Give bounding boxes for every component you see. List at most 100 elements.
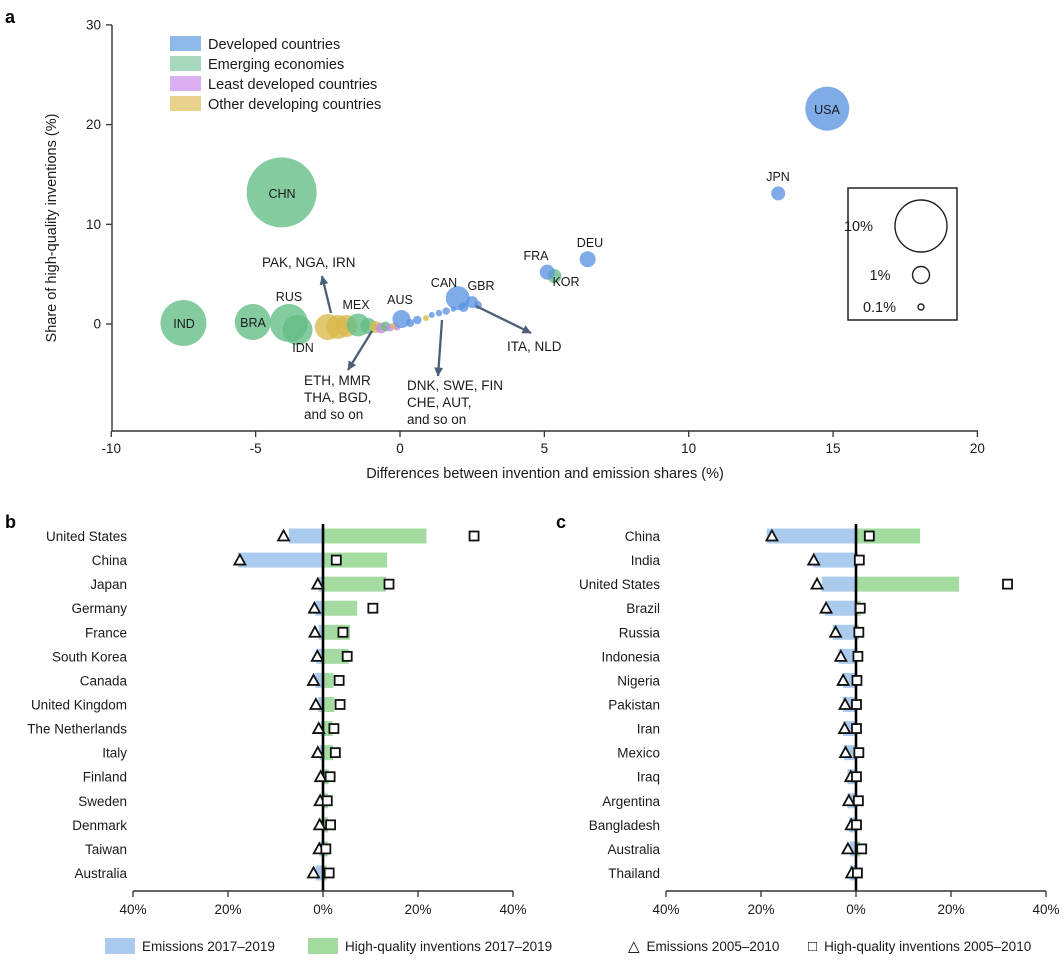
marker-inventions-0510 <box>341 650 353 662</box>
marker-inventions-0510 <box>851 699 862 710</box>
marker-emissions-0510 <box>306 673 321 686</box>
marker-emissions-0510 <box>310 576 325 590</box>
annotation-text-2: DNK, SWE, FIN <box>407 378 503 393</box>
marker-emissions-0510 <box>828 624 843 638</box>
marker-inventions-0510 <box>852 867 863 879</box>
annotation-text-1: THA, BGD, <box>304 390 372 405</box>
annotation-text-0: PAK, NGA, IRN <box>262 255 356 270</box>
size-legend-box <box>847 187 958 321</box>
marker-emissions-0510 <box>806 552 821 566</box>
annotation-arrow-1 <box>347 330 373 371</box>
annotation-arrow-3 <box>475 304 532 335</box>
row-label-the-netherlands: The Netherlands <box>27 722 127 737</box>
x-tick-label: 0 <box>396 441 404 456</box>
row-label-sweden: Sweden <box>78 794 127 809</box>
x-tick-label: 20% <box>404 902 431 917</box>
y-tick-label: 20 <box>86 117 101 132</box>
panel-c-label: c <box>556 512 567 532</box>
bottom-legend: Emissions 2017–2019 High-quality inventio… <box>0 934 1063 960</box>
marker-emissions-0510 <box>308 697 323 710</box>
annotation-text-3: ITA, NLD <box>507 339 562 354</box>
row-label-china: China <box>625 529 661 544</box>
x-tick-label: 40% <box>1032 902 1059 917</box>
marker-emissions-0510 <box>836 673 851 686</box>
row-label-united-states: United States <box>579 577 660 592</box>
row-label-france: France <box>85 625 127 640</box>
row-label-nigeria: Nigeria <box>617 673 660 688</box>
row-label-united-kingdom: United Kingdom <box>31 697 127 712</box>
bottom-legend-item-3: □ High-quality inventions 2005–2010 <box>808 934 1031 958</box>
bar-emissions <box>237 552 323 568</box>
marker-emissions-0510 <box>311 721 326 734</box>
legend-label-eme: Emerging economies <box>208 57 344 73</box>
bar-emissions <box>844 745 856 761</box>
marker-emissions-0510 <box>306 865 321 879</box>
bubble-label-IDN: IDN <box>292 341 314 355</box>
bubble-dot <box>413 315 422 325</box>
x-tick-label: 40% <box>499 902 526 917</box>
x-tick-label: 20 <box>970 441 985 456</box>
triangle-marker-icon: △ <box>628 937 640 955</box>
marker-emissions-0510 <box>838 697 853 710</box>
bubble-dot <box>442 307 450 315</box>
marker-inventions-0510 <box>321 795 333 807</box>
bar-inventions <box>323 696 335 712</box>
marker-inventions-0510 <box>320 843 332 855</box>
x-tick-label: 40% <box>652 902 679 917</box>
row-label-iran: Iran <box>637 722 660 737</box>
row-label-thailand: Thailand <box>608 866 660 881</box>
bar-emissions <box>825 600 856 616</box>
row-label-finland: Finland <box>83 770 127 785</box>
marker-inventions-0510 <box>852 650 864 662</box>
legend-label-ldc: Least developed countries <box>208 77 377 93</box>
panel-b-label: b <box>5 512 16 532</box>
row-label-south-korea: South Korea <box>52 649 128 664</box>
bubble-label-JPN: JPN <box>766 170 790 184</box>
marker-emissions-0510 <box>307 600 322 614</box>
bar-inventions <box>323 745 333 761</box>
size-legend-label-1%: 1% <box>870 268 891 284</box>
size-legend-label-10%: 10% <box>844 219 873 235</box>
marker-emissions-0510 <box>841 793 856 807</box>
bubble-IDN <box>282 314 313 345</box>
marker-inventions-0510 <box>851 675 863 686</box>
y-tick-label: 0 <box>93 317 101 332</box>
bottom-legend-item-2: △ Emissions 2005–2010 <box>628 934 779 958</box>
bottom-legend-label: Emissions 2017–2019 <box>142 938 275 954</box>
bar-inventions <box>323 721 333 737</box>
x-tick-label: 20% <box>937 902 964 917</box>
size-legend-circle-0.1% <box>917 303 925 311</box>
bubble-dot <box>422 315 429 322</box>
bubble-dot <box>435 309 443 317</box>
row-label-brazil: Brazil <box>626 601 660 616</box>
bubble-CHN <box>246 157 317 228</box>
inventions-swatch-icon <box>308 938 338 954</box>
bar-emissions <box>766 528 856 544</box>
marker-emissions-0510 <box>764 528 779 542</box>
annotation-arrow-2 <box>434 319 444 377</box>
bottom-legend-label: High-quality inventions 2017–2019 <box>345 938 553 954</box>
bar-emissions <box>315 865 323 881</box>
marker-inventions-0510 <box>325 819 337 831</box>
emissions-swatch-icon <box>105 938 135 954</box>
legend-swatch-eme <box>170 56 201 71</box>
row-label-germany: Germany <box>71 601 127 616</box>
bar-emissions <box>849 841 856 857</box>
legend-swatch-dev <box>170 36 201 51</box>
size-legend-circle-1% <box>911 265 931 285</box>
row-label-india: India <box>631 553 661 568</box>
marker-inventions-0510 <box>851 819 862 831</box>
row-label-united-states: United States <box>46 529 127 544</box>
panel-a-ylabel: Share of high-quality inventions (%) <box>44 114 60 343</box>
bar-emissions <box>318 696 323 712</box>
marker-inventions-0510 <box>333 675 345 686</box>
bar-emissions <box>821 576 856 592</box>
row-label-iraq: Iraq <box>637 770 660 785</box>
marker-inventions-0510 <box>468 530 480 542</box>
marker-inventions-0510 <box>323 867 335 879</box>
x-tick-label: 20% <box>214 902 241 917</box>
bar-inventions <box>323 528 427 544</box>
bar-inventions <box>323 576 387 592</box>
row-label-russia: Russia <box>619 625 661 640</box>
